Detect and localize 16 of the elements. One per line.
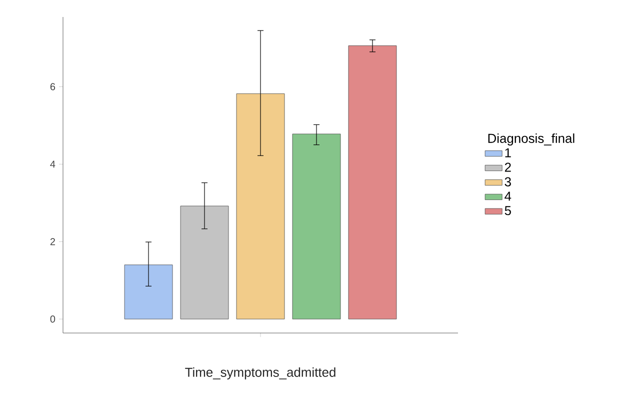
y-tick-label: 0	[50, 316, 56, 323]
x-axis-title: Time_symptoms_admitted	[185, 367, 336, 380]
bar	[180, 206, 229, 320]
legend-title: Diagnosis_final	[488, 133, 574, 146]
bar	[236, 93, 285, 320]
y-tick-label: 4	[50, 160, 56, 168]
bar	[124, 264, 173, 320]
bar	[292, 134, 341, 320]
bar	[348, 45, 397, 320]
y-tick-label: 2	[50, 238, 55, 246]
legend-label: 1	[505, 148, 511, 158]
y-tick-label: 6	[50, 83, 56, 90]
legend-label: 3	[504, 177, 511, 186]
legend-label: 5	[504, 206, 511, 216]
legend-label: 2	[504, 162, 511, 172]
legend-label: 4	[504, 192, 512, 201]
